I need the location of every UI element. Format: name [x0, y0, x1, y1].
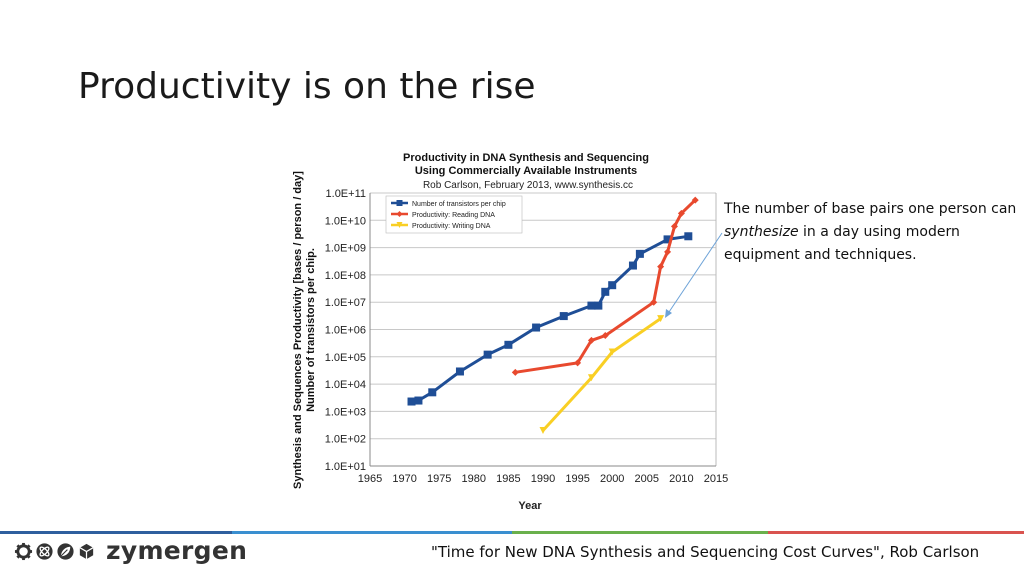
series-line: [515, 199, 697, 374]
data-point: [608, 281, 617, 290]
data-point: [587, 336, 595, 344]
data-point: [574, 359, 582, 367]
data-point: [691, 196, 699, 204]
data-point: [664, 248, 672, 256]
chart-subtitle: Rob Carlson, February 2013, www.synthesi…: [423, 180, 633, 191]
series-square: [407, 232, 693, 406]
x-tick-label: 1990: [531, 473, 555, 485]
data-point: [407, 397, 416, 406]
y-tick-label: 1.0E+05: [325, 352, 366, 364]
y-axis-label: Synthesis and Sequences Productivity [ba…: [292, 171, 317, 489]
callout-text-start: The number of base pairs one person can: [724, 201, 1017, 217]
data-point: [635, 249, 644, 258]
y-tick-label: 1.0E+04: [325, 379, 366, 391]
data-point: [511, 368, 519, 376]
y-tick-label: 1.0E+03: [325, 406, 366, 418]
x-tick-label: 2015: [704, 473, 728, 485]
footer-divider: [0, 531, 1024, 534]
x-tick-label: 1980: [462, 473, 486, 485]
footer-stripe: [0, 531, 232, 534]
y-tick-label: 1.0E+02: [325, 434, 366, 446]
logo-wordmark: zymergen: [106, 536, 248, 565]
footer-stripe: [512, 531, 768, 534]
data-point: [594, 301, 603, 310]
y-tick-label: 1.0E+06: [325, 325, 366, 337]
y-tick-label: 1.0E+10: [325, 215, 366, 227]
x-tick-label: 1965: [358, 473, 382, 485]
data-point: [601, 332, 609, 340]
legend-label: Number of transistors per chip: [412, 201, 506, 208]
data-point: [483, 350, 492, 359]
data-point: [396, 211, 403, 217]
callout-text-end: in a day using modern equipment and tech…: [724, 224, 960, 263]
y-tick-label: 1.0E+01: [325, 461, 366, 473]
footer-stripe: [232, 531, 512, 534]
data-point: [559, 312, 568, 321]
data-point: [650, 298, 658, 306]
data-point: [608, 348, 616, 356]
legend-box: [385, 195, 523, 234]
data-point: [628, 261, 637, 270]
data-point: [414, 396, 423, 405]
y-axis-label-line: Synthesis and Sequences Productivity [ba…: [292, 171, 304, 489]
logo-icons: [14, 542, 96, 561]
citation: "Time for New DNA Synthesis and Sequenci…: [431, 543, 980, 561]
legend-label: Productivity: Writing DNA: [412, 223, 491, 230]
y-tick-label: 1.0E+08: [325, 270, 366, 282]
callout-text: The number of base pairs one person can …: [724, 198, 1024, 267]
data-point: [587, 301, 596, 310]
data-point: [532, 323, 541, 332]
footer-stripe: [768, 531, 1024, 534]
legend-label: Productivity: Reading DNA: [412, 212, 495, 219]
callout-emphasis: synthesize: [724, 224, 799, 240]
cube-icon: [79, 543, 94, 559]
data-point: [677, 209, 685, 217]
atom-icon: [36, 542, 53, 560]
data-point: [539, 426, 547, 434]
y-tick-label: 1.0E+11: [326, 188, 366, 200]
data-point: [396, 222, 403, 228]
y-axis-label-line: Number of transistors per chip.: [305, 248, 317, 412]
x-tick-label: 1985: [496, 473, 520, 485]
chart-legend: Number of transistors per chip Productivi…: [385, 195, 523, 234]
gear-icon: [14, 542, 33, 560]
data-point: [601, 287, 610, 296]
data-point: [670, 222, 678, 230]
chart-gridlines: [369, 192, 717, 467]
zymergen-logo: zymergen: [14, 538, 247, 564]
x-axis-tick-labels: 1965 1970 1975 1980 1985 1990 1995 2000 2005 2010…: [358, 473, 728, 485]
chart-title: Productivity in DNA Synthesis and Sequen…: [403, 152, 649, 177]
data-point: [455, 367, 464, 376]
series-triangle: [539, 315, 665, 434]
x-tick-label: 1995: [565, 473, 589, 485]
x-tick-label: 1970: [392, 473, 416, 485]
x-axis-label: Year: [518, 500, 542, 512]
slide-title: Productivity is on the rise: [78, 66, 536, 107]
data-point: [657, 263, 665, 271]
data-point: [428, 388, 437, 397]
y-axis-tick-labels: 1.0E+01 1.0E+02 1.0E+03 1.0E+04 1.0E+05 1.0E+…: [325, 188, 366, 473]
x-tick-label: 2005: [635, 473, 659, 485]
x-tick-label: 2000: [600, 473, 624, 485]
x-tick-label: 2010: [669, 473, 693, 485]
data-point: [396, 200, 403, 206]
data-point: [504, 340, 513, 349]
y-tick-label: 1.0E+09: [325, 243, 366, 255]
chart-title-line: Productivity in DNA Synthesis and Sequen…: [403, 152, 649, 164]
series-diamond: [511, 196, 699, 376]
chart-title-line: Using Commercially Available Instruments: [415, 165, 637, 177]
data-point: [684, 232, 693, 241]
data-point: [663, 235, 672, 244]
series-line: [541, 317, 662, 432]
leaf-icon: [57, 542, 74, 560]
y-tick-label: 1.0E+07: [325, 297, 366, 309]
chart-series: [407, 196, 699, 434]
callout-arrow: [665, 232, 723, 318]
data-point: [657, 315, 665, 323]
series-line: [411, 234, 689, 403]
data-point: [587, 374, 595, 382]
x-tick-label: 1975: [427, 473, 451, 485]
